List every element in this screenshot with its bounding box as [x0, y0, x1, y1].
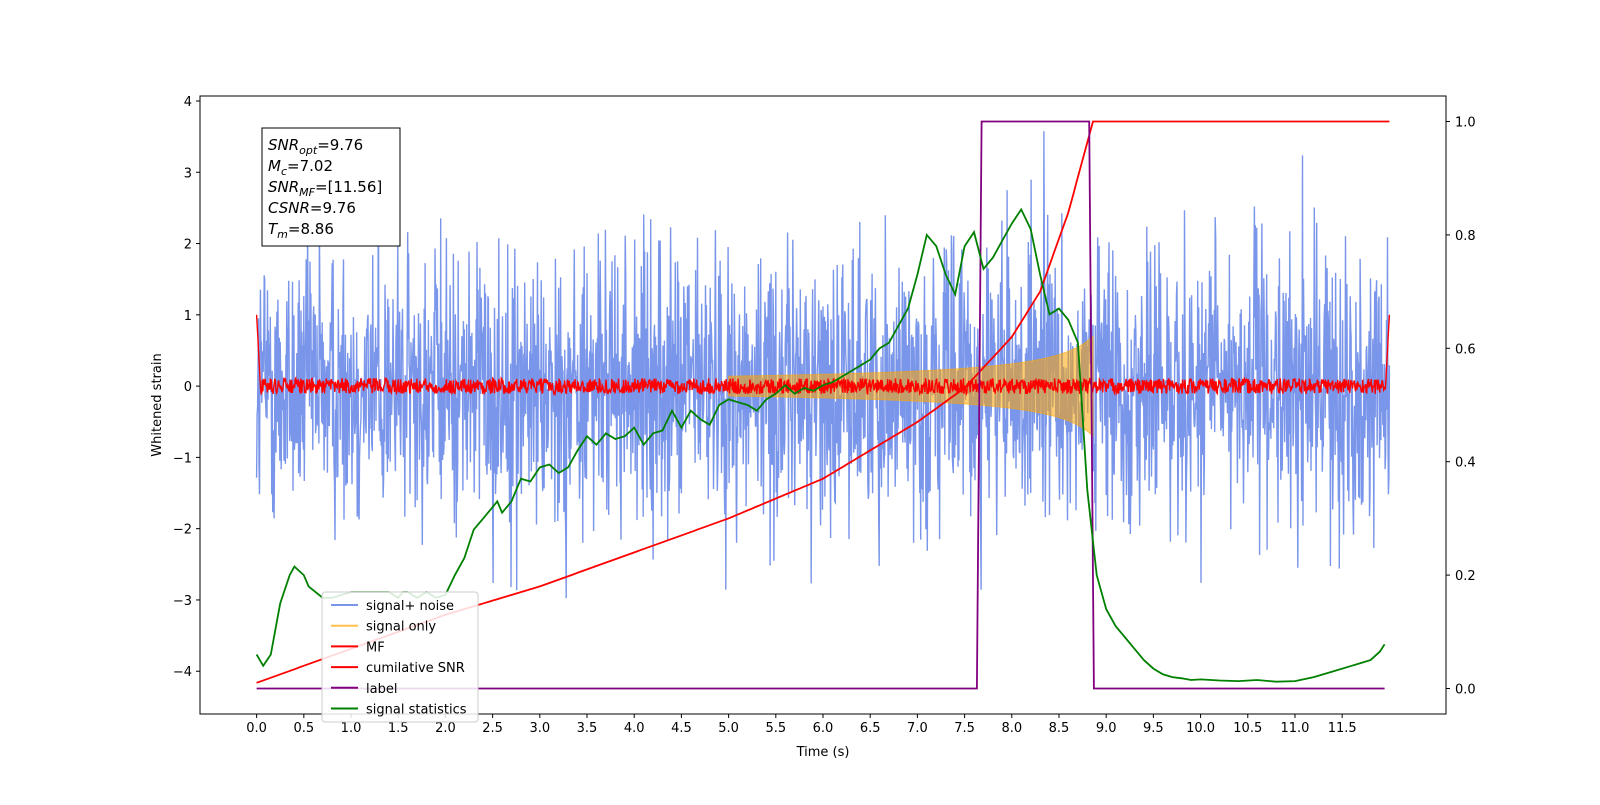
y-tick-label-right: 0.4: [1455, 456, 1476, 471]
x-tick-label: 7.5: [954, 721, 975, 736]
annotation-line: SNRMF=[11.56]: [268, 178, 382, 199]
legend-label: MF: [366, 640, 385, 655]
x-tick-label: 11.0: [1280, 721, 1309, 736]
x-tick-label: 2.0: [435, 721, 456, 736]
x-tick-label: 3.0: [529, 721, 550, 736]
y-axis-label: Whitened strain: [150, 353, 165, 456]
x-tick-label: 9.5: [1143, 721, 1164, 736]
legend-label: cumilative SNR: [366, 661, 465, 676]
legend-label: signal+ noise: [366, 599, 454, 614]
x-tick-label: 2.5: [482, 721, 503, 736]
y-tick-label-left: −3: [173, 594, 192, 609]
y-tick-label-left: 2: [184, 238, 192, 253]
x-tick-label: 8.5: [1049, 721, 1070, 736]
x-tick-label: 5.5: [765, 721, 786, 736]
annotation-line: Mc=7.02: [268, 157, 333, 178]
y-tick-label-right: 0.6: [1455, 342, 1476, 357]
annotation-box: SNRopt=9.76Mc=7.02SNRMF=[11.56]CSNR=9.76…: [261, 127, 401, 247]
y-tick-label-left: 0: [184, 380, 192, 395]
annotation-frame: [261, 127, 401, 247]
y-tick-label-right: 0.0: [1455, 682, 1476, 697]
series-mf: [255, 314, 1391, 397]
legend-frame: [321, 591, 479, 723]
x-axis: 0.0 0.5 1.0 1.5 2.0 2.5 3.0 3.5 4.0 4.5 5.0 5.5 6.0 6…: [246, 714, 1357, 736]
legend-label: signal statistics: [366, 703, 467, 718]
annotation-line: SNRopt=9.76: [268, 136, 363, 157]
legend-label: signal only: [366, 620, 436, 635]
y-axis-right: 1.0 0.8 0.6 0.4 0.2 0.0: [1446, 116, 1476, 697]
y-tick-label-right: 0.8: [1455, 229, 1476, 244]
x-axis-label: Time (s): [796, 745, 850, 760]
y-tick-label-left: −2: [173, 523, 192, 538]
x-tick-label: 4.0: [624, 721, 645, 736]
y-tick-label-left: 4: [184, 95, 192, 110]
series-label: [256, 120, 1385, 690]
x-tick-label: 1.0: [341, 721, 362, 736]
y-axis-left: 4 3 2 1 0 −1 −2 −3 −4: [173, 95, 200, 680]
series-signal-noise: [255, 131, 1391, 599]
x-tick-label: 0.0: [246, 721, 267, 736]
y-tick-label-left: 1: [184, 309, 192, 324]
legend-label: label: [366, 682, 397, 697]
x-tick-label: 5.0: [718, 721, 739, 736]
x-tick-label: 7.0: [907, 721, 928, 736]
x-tick-label: 8.0: [1001, 721, 1022, 736]
x-tick-label: 11.5: [1328, 721, 1357, 736]
y-tick-label-left: −1: [173, 451, 192, 466]
x-tick-label: 4.5: [671, 721, 692, 736]
x-tick-label: 6.0: [813, 721, 834, 736]
annotation-line: CSNR=9.76: [268, 199, 356, 217]
x-tick-label: 3.5: [577, 721, 598, 736]
annotation-line: Tm=8.86: [268, 220, 334, 241]
x-tick-label: 10.5: [1233, 721, 1262, 736]
x-tick-label: 0.5: [293, 721, 314, 736]
y-tick-label-left: 3: [184, 166, 192, 181]
y-tick-label-right: 1.0: [1455, 116, 1476, 131]
y-tick-label-right: 0.2: [1455, 569, 1476, 584]
x-tick-label: 9.0: [1096, 721, 1117, 736]
x-tick-label: 6.5: [860, 721, 881, 736]
x-tick-label: 10.0: [1186, 721, 1215, 736]
y-tick-label-left: −4: [173, 665, 192, 680]
legend: signal+ noise signal only MF cumilative SNR…: [321, 591, 479, 723]
x-tick-label: 1.5: [388, 721, 409, 736]
